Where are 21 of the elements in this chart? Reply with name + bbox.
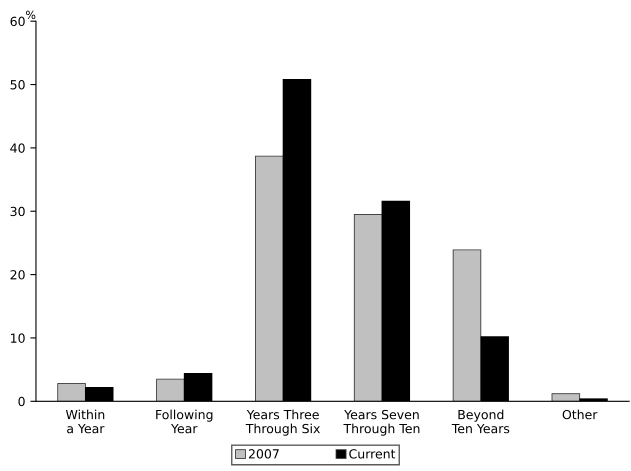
x-tick-label: Other: [562, 410, 598, 420]
bar: [255, 156, 284, 402]
x-tick-label: Beyond Ten Years: [452, 410, 510, 434]
x-tick-label: Within a Year: [66, 410, 104, 434]
y-tick-label: 30: [10, 206, 25, 216]
x-tick-label: Following Year: [156, 410, 212, 434]
y-tick-label: 20: [10, 270, 25, 280]
legend-label: 2007: [248, 449, 279, 459]
y-tick-label: 60: [10, 16, 25, 26]
bar: [354, 214, 382, 402]
bar: [156, 378, 185, 402]
bar: [452, 249, 482, 402]
x-tick-label: Years Seven Through Ten: [343, 410, 420, 436]
legend-label: Current: [349, 449, 396, 459]
bar: [57, 383, 86, 402]
y-tick-label: 0: [18, 396, 25, 406]
x-tick-label: Years Three Through Six: [246, 410, 320, 436]
y-tick-label: 40: [10, 143, 25, 153]
y-axis-title: %: [26, 10, 36, 20]
y-tick-label: 50: [10, 80, 25, 90]
y-tick-label: 10: [11, 333, 25, 343]
